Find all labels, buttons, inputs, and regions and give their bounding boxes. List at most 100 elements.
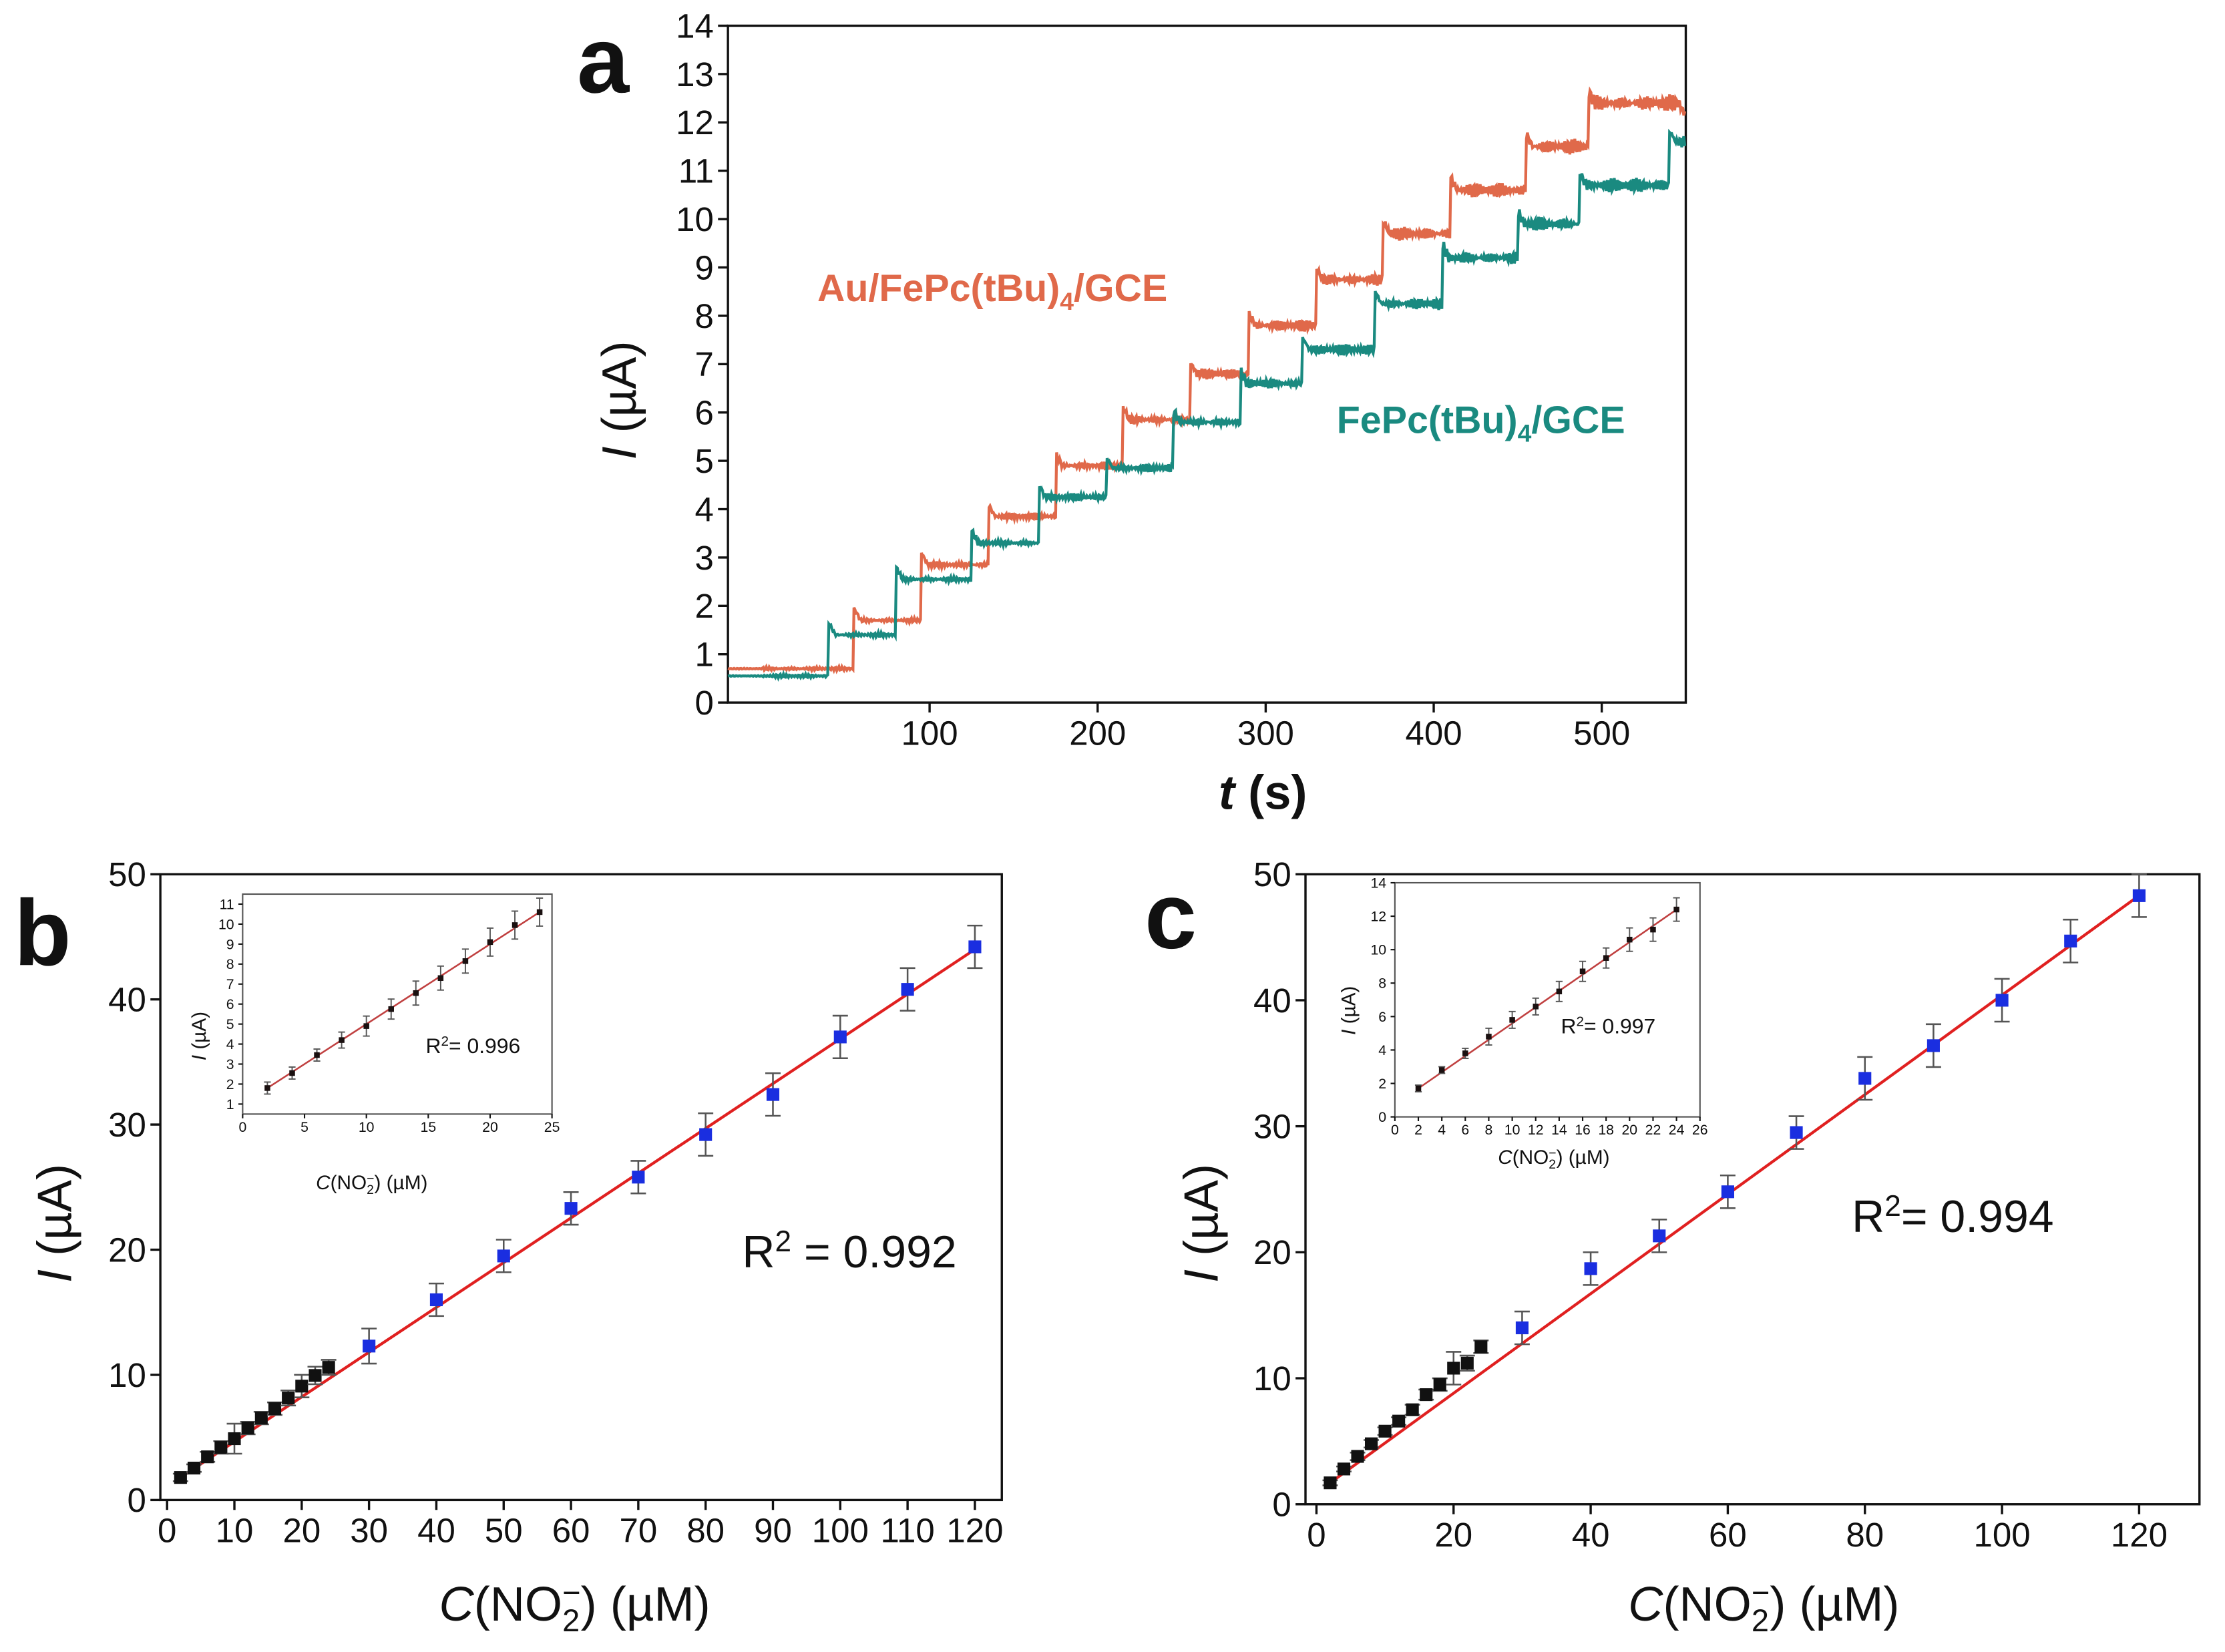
panel-c-low-point — [1460, 1356, 1474, 1370]
panel-a-plot-frame — [727, 24, 1687, 704]
panel-c-inset-x-tick-label: 14 — [1551, 1122, 1567, 1138]
panel-c-y-axis-label: I (µA) — [1175, 1164, 1228, 1283]
legend-au-fepc-gce-part: /GCE — [1074, 267, 1167, 310]
panel-c-x-axis-label-part: − — [1752, 1575, 1770, 1610]
panel-c-high-point — [1721, 1185, 1734, 1199]
panel-b-r-squared-part: R — [742, 1227, 775, 1277]
panel-b-inset-point — [264, 1085, 270, 1091]
panel-b-high-point — [766, 1088, 780, 1101]
panel-c-inset-y-tick-label: 14 — [1370, 875, 1386, 891]
panel-c-inset-x-tick-label: 10 — [1504, 1122, 1521, 1138]
panel-c-inset-y-axis-label-part: I — [1338, 1030, 1360, 1035]
panel-c-inset-y-tick-label: 12 — [1370, 909, 1386, 925]
panel-a-x-tick-label: 400 — [1405, 714, 1462, 752]
panel-c-high-point — [2064, 934, 2077, 948]
panel-b-inset-y-tick-label: 4 — [226, 1036, 234, 1052]
panel-c-inset-y-tick-label: 6 — [1378, 1009, 1386, 1025]
panel-c-letter: c — [1145, 863, 1197, 968]
panel-b-inset-y-tick-label: 5 — [226, 1016, 234, 1032]
panel-b-high-point — [363, 1339, 376, 1353]
panel-c-inset-x-tick-label: 26 — [1692, 1122, 1708, 1138]
panel-c-r-squared-part: R — [1852, 1191, 1884, 1242]
panel-c-low-point — [1364, 1437, 1378, 1450]
panel-b-x-tick-label: 30 — [350, 1512, 388, 1550]
panel-b-inset-x-tick-label: 15 — [421, 1119, 437, 1135]
panel-b-letter-part: b — [14, 880, 71, 985]
panel-b-inset-y-tick-label: 10 — [218, 916, 234, 932]
panel-a-y-tick-label: 9 — [695, 248, 714, 286]
panel-a-y-axis-label-part: (µA) — [593, 341, 646, 446]
panel-b-high-point — [699, 1128, 713, 1141]
panel-a-y-tick-label: 8 — [695, 297, 714, 335]
panel-c-r-squared-part: = 0.994 — [1901, 1191, 2054, 1242]
panel-c-inset-point — [1533, 1004, 1539, 1010]
panel-c-inset-point — [1462, 1050, 1468, 1056]
panel-a-x-axis-label-part: t — [1219, 767, 1237, 820]
panel-b-y-tick-label: 50 — [108, 855, 146, 893]
panel-a-x-tick-label: 300 — [1237, 714, 1294, 752]
panel-b-inset-x-tick-label: 0 — [238, 1119, 246, 1135]
panel-c-inset-x-tick-label: 12 — [1528, 1122, 1544, 1138]
legend-au-fepc-gce-part: Au/FePc(tBu) — [817, 267, 1060, 310]
panel-c-y-tick-label: 0 — [1272, 1486, 1291, 1524]
panel-c-inset-r-squared-part: = 0.997 — [1584, 1014, 1655, 1038]
panel-b-high-point — [901, 983, 914, 996]
panel-b-x-tick-label: 10 — [216, 1512, 254, 1550]
panel-a-y-tick-label: 7 — [695, 345, 714, 383]
panel-b-inset-y-tick-label: 8 — [226, 956, 234, 972]
panel-b-y-tick-label: 30 — [108, 1106, 146, 1144]
legend-au-fepc-gce: Au/FePc(tBu)4/GCE — [817, 267, 1167, 315]
panel-b-inset-y-axis-label-part: (µA) — [188, 1012, 210, 1055]
panel-b-inset-point — [536, 909, 543, 915]
panel-c-y-axis-label-part: I — [1175, 1269, 1228, 1283]
panel-c-inset-x-tick-label: 24 — [1669, 1122, 1685, 1138]
panel-c-inset-y-tick-label: 8 — [1378, 976, 1386, 992]
panel-b-inset-y-tick-label: 6 — [226, 996, 234, 1012]
panel-b-low-point — [268, 1402, 282, 1416]
panel-c-high-point — [1584, 1262, 1597, 1275]
panel-b-x-axis-label-part: (NO — [474, 1578, 562, 1631]
panel-b-x-tick-label: 110 — [880, 1512, 934, 1550]
panel-b-low-point — [282, 1392, 295, 1405]
panel-b-low-point — [295, 1380, 309, 1393]
panel-c-high-point — [1790, 1126, 1803, 1139]
panel-b-inset-point — [512, 922, 518, 928]
panel-c-inset-x-tick-label: 8 — [1485, 1122, 1493, 1138]
panel-c-inset-y-axis-label-part: (µA) — [1338, 986, 1360, 1030]
panel-c-x-tick-label: 80 — [1846, 1516, 1884, 1554]
panel-c-inset-point — [1509, 1017, 1515, 1023]
panel-c-inset-point — [1556, 988, 1563, 995]
panel-c-letter-part: c — [1145, 863, 1197, 968]
panel-c-y-tick-label: 30 — [1253, 1108, 1291, 1146]
panel-c-inset-x-tick-label: 22 — [1645, 1122, 1661, 1138]
panel-b-high-point — [968, 940, 982, 954]
panel-a-x-axis-label-part: (s) — [1235, 767, 1307, 820]
panel-c-inset-point — [1603, 955, 1609, 961]
panel-b-inset-y-tick-label: 11 — [220, 896, 234, 912]
legend-fepc-gce-part: 4 — [1518, 419, 1532, 447]
panel-b-inset-point — [437, 975, 444, 982]
panel-c-inset-r-squared-part: R — [1561, 1014, 1577, 1038]
panel-c-inset-point — [1486, 1034, 1492, 1040]
panel-c-inset-x-tick-label: 0 — [1391, 1122, 1399, 1138]
panel-c-inset-x-axis-label: C(NO2−) (µM) — [1498, 1146, 1609, 1171]
panel-b-low-point — [228, 1432, 241, 1446]
panel-b-x-tick-label: 40 — [417, 1512, 455, 1550]
panel-b-x-tick-label: 50 — [485, 1512, 523, 1550]
panel-b-high-point — [429, 1293, 443, 1307]
panel-b-inset-point — [462, 958, 469, 964]
legend-fepc-gce-part: FePc(tBu) — [1337, 399, 1518, 441]
panel-b-inset-y-tick-label: 9 — [226, 936, 234, 952]
panel-b-inset-x-axis-label-part: C — [316, 1172, 331, 1194]
legend-fepc-gce: FePc(tBu)4/GCE — [1337, 399, 1625, 447]
panel-c-x-tick-label: 100 — [1974, 1516, 2031, 1554]
panel-b-inset-x-tick-label: 25 — [544, 1119, 560, 1135]
panel-a-y-tick-label: 10 — [676, 200, 714, 238]
panel-b-inset-r-squared-part: R — [426, 1034, 441, 1058]
panel-b-x-axis-label: C(NO2−) (µM) — [439, 1575, 711, 1639]
panel-b-inset-y-tick-label: 1 — [226, 1096, 234, 1112]
panel-c-high-point — [1653, 1229, 1666, 1243]
panel-b-inset-x-tick-label: 20 — [482, 1119, 498, 1135]
panel-b-inset: 0 5 10 15 20 25 1 2 3 4 5 6 7 8 9 10 11 — [218, 893, 560, 1135]
panel-b-inset-point — [413, 990, 419, 996]
